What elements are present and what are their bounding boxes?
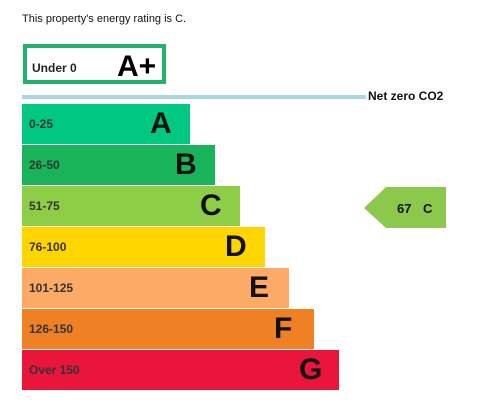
band-e-letter: E: [249, 271, 270, 304]
band-e: 101-125 E: [22, 268, 289, 308]
band-f: 126-150 F: [22, 309, 314, 349]
band-a: 0-25 A: [22, 104, 190, 144]
net-zero-label: Net zero CO2: [368, 89, 444, 103]
band-e-range: 101-125: [29, 281, 74, 295]
band-g-letter: G: [299, 353, 323, 386]
band-d: 76-100 D: [22, 227, 265, 267]
band-b-range: 26-50: [29, 158, 60, 172]
rating-heading: This property's energy rating is C.: [22, 13, 187, 25]
band-f-letter: F: [274, 312, 293, 345]
band-b: 26-50 B: [22, 145, 215, 185]
band-a-letter: A: [150, 107, 172, 140]
band-g: Over 150 G: [22, 350, 339, 390]
current-rating-arrow: 67 C: [364, 187, 446, 228]
band-d-letter: D: [225, 230, 247, 263]
band-c-range: 51-75: [29, 199, 60, 213]
band-b-letter: B: [175, 148, 197, 181]
band-c: 51-75 C: [22, 186, 240, 226]
band-aplus-letter: A+: [117, 50, 157, 83]
net-zero-line: [22, 95, 366, 99]
current-rating-arrow-shape: [364, 187, 446, 228]
band-g-range: Over 150: [29, 363, 80, 377]
current-rating-letter: C: [423, 201, 433, 216]
band-a-range: 0-25: [29, 117, 54, 131]
band-aplus: Under 0 A+: [23, 44, 166, 84]
band-d-range: 76-100: [29, 240, 67, 254]
band-f-range: 126-150: [29, 322, 74, 336]
current-rating-score: 67: [397, 201, 411, 216]
band-aplus-range: Under 0: [32, 61, 77, 75]
band-c-letter: C: [200, 189, 222, 222]
